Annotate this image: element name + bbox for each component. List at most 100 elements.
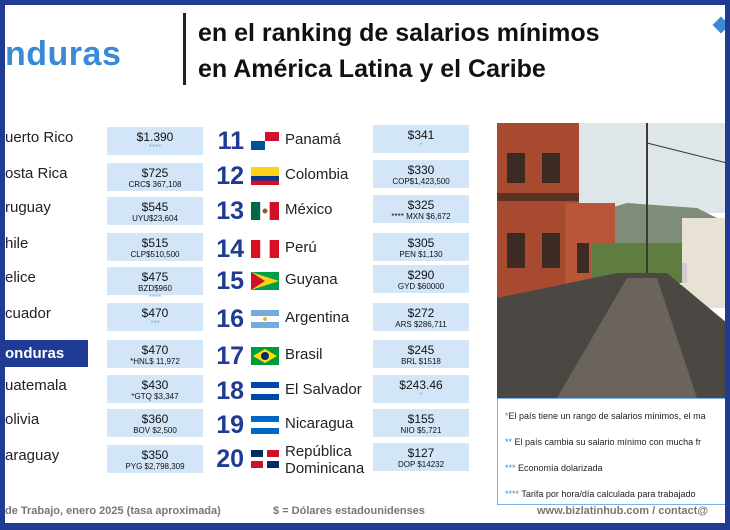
brazil-flag-icon (251, 347, 279, 365)
left-country-name: onduras (5, 340, 88, 367)
salary-local: *GTQ $3,347 (131, 392, 179, 401)
rank-number: 19 (216, 411, 244, 439)
country-name-line: Perú (285, 239, 317, 256)
panama-flag-icon (251, 132, 279, 150)
country-name-line: Colombia (285, 166, 349, 183)
el-salvador-flag-icon (251, 382, 279, 400)
salary-stars: **** (148, 293, 162, 302)
salary-usd: $470 (141, 306, 169, 320)
salary-usd: $350 (141, 448, 169, 462)
salary-usd: $245 (407, 343, 435, 357)
note-text: El país cambia su salario mínimo con muc… (512, 437, 702, 447)
left-country-name: uatemala (5, 377, 67, 394)
dominican-republic-flag-icon (251, 450, 279, 468)
salary-box: $243.46 * (373, 375, 469, 403)
salary-box: $305 PEN $1,130 (373, 233, 469, 261)
left-country-name: olivia (5, 411, 40, 428)
title-line-1: en el ranking de salarios mínimos (198, 19, 600, 47)
rank-number: 14 (216, 235, 244, 263)
rank-number: 20 (216, 445, 244, 473)
left-country-name: hile (5, 235, 29, 252)
salary-box: $515 CLP$510,500 (107, 233, 203, 261)
note-text: Economía dolarizada (515, 463, 603, 473)
argentina-flag-icon (251, 310, 279, 328)
salary-usd: $155 (407, 412, 435, 426)
footer-source: de Trabajo, enero 2025 (tasa aproximada) (5, 505, 221, 517)
rank-number: 13 (216, 197, 244, 225)
salary-local: ARS $286,711 (395, 320, 447, 329)
salary-box: $360 BOV $2,500 (107, 409, 203, 437)
salary-box: $470 *** (107, 303, 203, 331)
country-name: Brasil (285, 346, 323, 363)
country-name: Panamá (285, 131, 341, 148)
salary-box: $127 DOP $14232 (373, 443, 469, 471)
note-stars: *** (505, 463, 516, 473)
country-name-line: Brasil (285, 346, 323, 363)
salary-local: BRL $1518 (401, 357, 441, 366)
salary-local: CLP$510,500 (130, 250, 180, 259)
salary-local: CRC$ 367,108 (128, 180, 182, 189)
guyana-flag-icon (251, 272, 279, 290)
country-name: Guyana (285, 271, 338, 288)
note-1: *El país tiene un rango de salarios míni… (505, 411, 706, 421)
salary-box: $245 BRL $1518 (373, 340, 469, 368)
salary-stars: *** (150, 319, 160, 328)
note-3: *** Economía dolarizada (505, 463, 603, 473)
mexico-flag-icon (251, 202, 279, 220)
peru-flag-icon (251, 240, 279, 258)
rank-number: 17 (216, 342, 244, 370)
footnotes-box: *El país tiene un rango de salarios míni… (497, 398, 725, 505)
note-4: **** Tarifa por hora/día calculada para … (505, 489, 695, 499)
salary-local: GYD $60000 (397, 282, 445, 291)
salary-usd: $243.46 (399, 378, 443, 392)
salary-usd: $272 (407, 306, 435, 320)
country-name: Perú (285, 239, 317, 256)
country-name-line: República (285, 443, 352, 460)
salary-usd: $470 (141, 343, 169, 357)
footer-legend: $ = Dólares estadounidenses (273, 505, 425, 517)
salary-local: UYU$23,604 (132, 214, 178, 223)
salary-usd: $290 (407, 268, 435, 282)
colombia-flag-icon (251, 167, 279, 185)
salary-box: $475 BZD$960 **** (107, 267, 203, 302)
salary-local: BZD$960 (138, 284, 172, 293)
logo-icon (712, 16, 725, 34)
rank-number: 15 (216, 267, 244, 295)
country-name: Nicaragua (285, 415, 353, 432)
note-text: Tarifa por hora/día calculada para traba… (519, 489, 696, 499)
footer-contact[interactable]: www.bizlatinhub.com / contact@ (537, 505, 709, 517)
page-title: en el ranking de salarios mínimos en Amé… (198, 15, 600, 87)
country-name-line: Dominicana (285, 460, 365, 477)
salary-usd: $341 (407, 128, 435, 142)
country-name-line: México (285, 201, 333, 218)
rank-number: 18 (216, 377, 244, 405)
salary-local: NIO $5,721 (400, 426, 442, 435)
salary-stars: * (419, 391, 423, 400)
salary-box: $470 *HNL$ 11,972 (107, 340, 203, 368)
salary-box: $545 UYU$23,604 (107, 197, 203, 225)
rank-number: 11 (217, 127, 244, 155)
salary-box: $725 CRC$ 367,108 (107, 163, 203, 191)
salary-usd: $430 (141, 378, 169, 392)
country-name: México (285, 201, 333, 218)
country-name-line: El Salvador (285, 381, 362, 398)
salary-local: COP$1,423,500 (392, 177, 450, 186)
salary-box: $350 PYG $2,798,309 (107, 445, 203, 473)
rank-number: 12 (216, 162, 244, 190)
salary-box: $325 **** MXN $6,672 (373, 195, 469, 223)
salary-usd: $515 (141, 236, 169, 250)
salary-box: $341 * (373, 125, 469, 153)
nicaragua-flag-icon (251, 416, 279, 434)
salary-box: $1.390 **** (107, 127, 203, 155)
salary-local: **** MXN $6,672 (391, 212, 451, 221)
salary-usd: $545 (141, 200, 169, 214)
salary-usd: $305 (407, 236, 435, 250)
salary-stars: * (419, 141, 423, 150)
salary-usd: $360 (141, 412, 169, 426)
street-photo (497, 123, 725, 398)
country-name: Argentina (285, 309, 349, 326)
country-name: República Dominicana (285, 443, 364, 477)
salary-local: PYG $2,798,309 (125, 462, 185, 471)
note-stars: ** (505, 437, 513, 447)
header-divider (183, 13, 186, 85)
